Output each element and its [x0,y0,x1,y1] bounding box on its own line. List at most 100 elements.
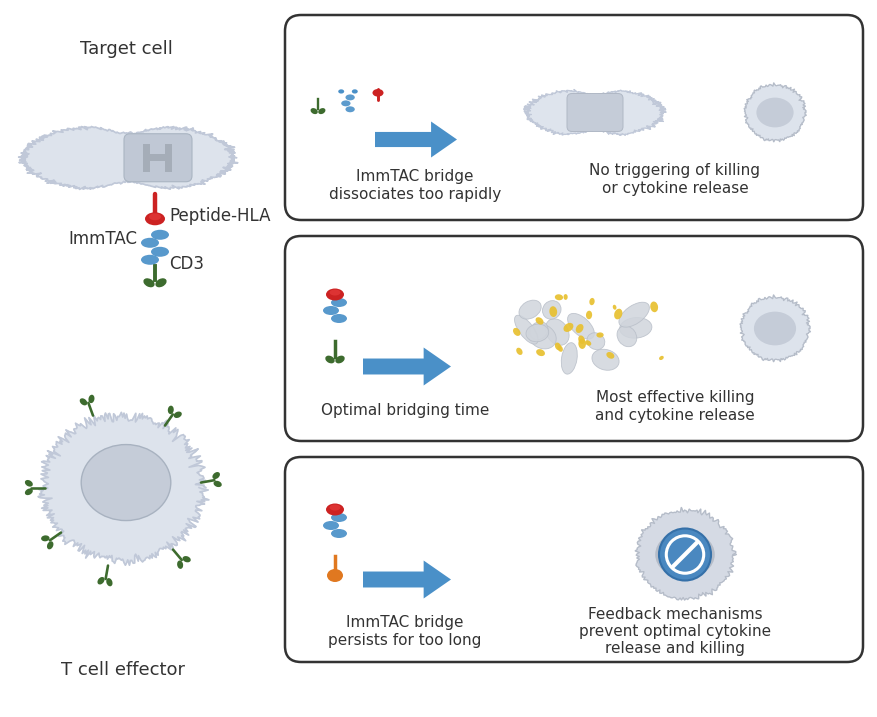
Ellipse shape [323,306,339,315]
Ellipse shape [46,541,53,549]
Ellipse shape [25,480,32,487]
Ellipse shape [514,315,538,344]
Ellipse shape [213,481,222,487]
Text: Feedback mechanisms
prevent optimal cytokine
release and killing: Feedback mechanisms prevent optimal cyto… [578,607,770,656]
Ellipse shape [584,341,590,346]
FancyBboxPatch shape [285,236,862,441]
Circle shape [659,528,710,581]
Ellipse shape [345,106,354,113]
Ellipse shape [89,395,95,403]
Ellipse shape [619,318,651,338]
Ellipse shape [578,336,584,344]
Ellipse shape [141,238,159,248]
Polygon shape [362,348,451,386]
Ellipse shape [182,556,190,562]
Ellipse shape [141,255,159,265]
Text: T cell effector: T cell effector [61,661,185,680]
Text: ImmTAC: ImmTAC [68,229,137,248]
Ellipse shape [542,300,560,319]
FancyBboxPatch shape [285,457,862,662]
Ellipse shape [310,108,317,114]
Ellipse shape [149,213,160,220]
Ellipse shape [352,90,357,94]
Ellipse shape [338,90,344,94]
Ellipse shape [331,513,346,522]
Ellipse shape [617,326,636,347]
Ellipse shape [331,314,346,323]
Ellipse shape [525,324,548,342]
Ellipse shape [106,578,112,587]
Ellipse shape [578,338,585,349]
Ellipse shape [585,310,591,319]
Ellipse shape [317,108,325,114]
FancyBboxPatch shape [285,15,862,220]
Ellipse shape [81,445,171,521]
Ellipse shape [586,333,604,350]
Polygon shape [634,508,736,600]
Ellipse shape [591,349,618,370]
Ellipse shape [650,302,658,312]
Ellipse shape [528,324,556,349]
Ellipse shape [325,288,344,300]
Ellipse shape [177,561,183,569]
Ellipse shape [518,300,540,319]
Ellipse shape [575,324,583,333]
Ellipse shape [345,95,354,100]
Text: No triggering of killing
or cytokine release: No triggering of killing or cytokine rel… [588,163,759,196]
Ellipse shape [554,343,560,350]
Ellipse shape [654,531,714,579]
Bar [165,143,172,172]
Ellipse shape [329,505,340,511]
Ellipse shape [151,229,168,239]
Ellipse shape [554,294,562,300]
Ellipse shape [512,328,520,336]
FancyBboxPatch shape [124,134,192,181]
Ellipse shape [560,343,577,374]
Polygon shape [362,561,451,599]
Text: Most effective killing
and cytokine release: Most effective killing and cytokine rele… [595,390,754,423]
Ellipse shape [151,247,168,257]
Ellipse shape [372,89,383,97]
Polygon shape [523,90,666,136]
Ellipse shape [97,577,104,584]
Polygon shape [18,126,238,189]
Ellipse shape [545,319,568,346]
Text: Optimal bridging time: Optimal bridging time [320,403,488,418]
Ellipse shape [613,309,622,319]
Ellipse shape [323,521,339,530]
Ellipse shape [659,356,663,360]
Text: CD3: CD3 [168,255,203,272]
Ellipse shape [329,290,340,295]
Ellipse shape [25,488,32,495]
Ellipse shape [549,306,557,317]
Ellipse shape [563,323,573,332]
Ellipse shape [326,569,343,582]
Text: Peptide-HLA: Peptide-HLA [168,206,270,225]
Ellipse shape [41,536,49,541]
Ellipse shape [595,333,603,338]
Ellipse shape [567,313,594,339]
Ellipse shape [168,406,174,414]
Ellipse shape [324,356,334,364]
Ellipse shape [143,278,154,288]
Polygon shape [374,121,457,158]
Ellipse shape [756,98,793,128]
Ellipse shape [529,322,547,340]
Ellipse shape [331,529,346,538]
Ellipse shape [155,278,167,288]
Ellipse shape [753,312,795,346]
Ellipse shape [606,352,614,358]
Ellipse shape [516,348,522,355]
Ellipse shape [335,356,345,364]
Bar [143,154,172,161]
Ellipse shape [557,346,562,352]
Ellipse shape [174,412,182,418]
Ellipse shape [588,298,594,305]
Ellipse shape [612,305,616,310]
Polygon shape [38,412,209,565]
Text: ImmTAC bridge
dissociates too rapidly: ImmTAC bridge dissociates too rapidly [329,169,501,201]
Ellipse shape [535,317,543,325]
Ellipse shape [536,349,545,356]
Text: Target cell: Target cell [80,39,172,58]
FancyBboxPatch shape [567,93,623,131]
